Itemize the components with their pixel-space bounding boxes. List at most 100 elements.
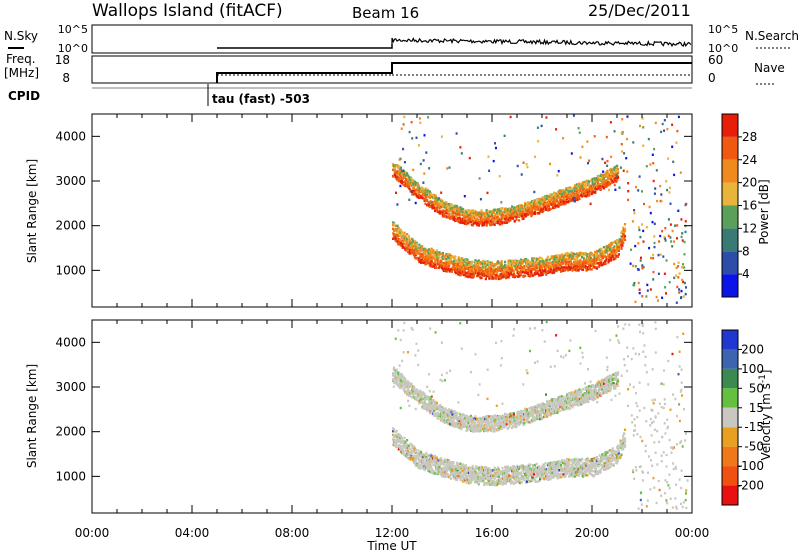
- power-echo: [415, 245, 418, 248]
- velocity-echo: [397, 438, 400, 441]
- power-echo: [608, 181, 611, 184]
- velocity-echo: [420, 453, 423, 457]
- power-echo: [620, 143, 623, 146]
- power-echo: [463, 221, 466, 224]
- power-echo: [581, 268, 585, 271]
- power-echo: [613, 245, 616, 248]
- velocity-echo: [414, 457, 417, 461]
- power-echo: [447, 205, 450, 208]
- power-echo: [469, 268, 472, 271]
- velocity-echo: [483, 481, 486, 484]
- power-echo: [636, 268, 639, 271]
- power-echo: [553, 199, 557, 202]
- power-echo: [452, 214, 455, 217]
- power-echo: [563, 198, 566, 201]
- velocity-panel-data: [392, 320, 689, 510]
- power-echo: [514, 259, 517, 262]
- power-echo: [476, 274, 480, 277]
- power-echo: [579, 251, 582, 255]
- power-echo: [567, 269, 570, 272]
- power-echo: [652, 257, 655, 260]
- power-echo: [541, 269, 544, 272]
- velocity-echo: [517, 474, 520, 477]
- power-echo: [622, 226, 625, 229]
- power-echo: [427, 116, 430, 119]
- power-echo: [406, 172, 409, 175]
- power-echo: [486, 263, 489, 267]
- power-echo: [572, 267, 575, 271]
- power-echo: [407, 237, 410, 241]
- power-echo: [675, 274, 678, 277]
- velocity-echo: [471, 478, 474, 482]
- power-echo: [483, 260, 487, 263]
- power-echo: [491, 222, 494, 225]
- power-echo: [476, 217, 479, 220]
- power-echo: [493, 223, 496, 226]
- power-echo: [680, 296, 682, 300]
- velocity-echo: [472, 469, 475, 473]
- power-echo: [455, 271, 458, 275]
- power-echo: [532, 206, 535, 210]
- velocity-echo: [430, 457, 433, 461]
- power-echo: [588, 255, 592, 258]
- power-echo: [432, 257, 435, 260]
- power-echo: [553, 197, 556, 200]
- power-echo: [589, 256, 592, 260]
- power-echo: [526, 269, 529, 272]
- power-echo: [597, 254, 600, 257]
- power-echo: [609, 247, 612, 250]
- power-echo: [515, 275, 518, 278]
- power-panel-data: [392, 114, 688, 304]
- power-echo: [517, 206, 520, 210]
- power-echo: [539, 268, 542, 272]
- power-echo: [553, 271, 556, 274]
- power-echo: [601, 173, 604, 177]
- power-echo: [552, 260, 555, 264]
- power-echo: [567, 200, 571, 203]
- power-echo: [580, 182, 583, 186]
- power-echo: [548, 269, 551, 272]
- velocity-echo: [511, 476, 514, 479]
- power-echo: [440, 260, 443, 263]
- power-echo: [593, 253, 596, 256]
- power-echo: [500, 201, 503, 204]
- velocity-echo: [444, 467, 447, 470]
- power-echo: [683, 253, 686, 256]
- power-echo: [416, 182, 419, 185]
- power-echo: [586, 140, 589, 143]
- power-echo: [515, 209, 518, 212]
- power-echo: [609, 176, 612, 179]
- power-echo: [535, 270, 538, 273]
- power-echo: [500, 262, 503, 265]
- power-echo: [653, 245, 656, 249]
- power-echo: [407, 175, 410, 179]
- power-echo: [513, 274, 516, 277]
- power-echo: [550, 268, 553, 271]
- power-echo: [656, 199, 659, 203]
- power-echo: [495, 273, 498, 277]
- velocity-echo: [397, 436, 400, 440]
- power-echo: [521, 261, 524, 264]
- power-echo: [497, 221, 500, 225]
- power-echo: [406, 247, 410, 250]
- power-echo: [425, 195, 428, 199]
- power-echo: [428, 167, 431, 170]
- power-echo: [652, 162, 655, 165]
- power-echo: [499, 276, 502, 279]
- power-echo: [595, 180, 598, 183]
- power-echo: [627, 190, 630, 193]
- power-echo: [461, 273, 464, 276]
- power-echo: [421, 187, 424, 191]
- velocity-echo: [507, 472, 510, 476]
- velocity-echo: [425, 451, 428, 455]
- power-echo: [626, 137, 629, 141]
- power-echo: [589, 179, 592, 182]
- power-echo: [657, 272, 660, 275]
- power-echo: [604, 262, 607, 265]
- power-echo: [487, 155, 490, 158]
- power-echo: [469, 209, 473, 212]
- power-echo: [404, 235, 407, 238]
- power-echo: [503, 272, 506, 276]
- velocity-echo: [462, 480, 466, 483]
- power-echo: [496, 218, 499, 221]
